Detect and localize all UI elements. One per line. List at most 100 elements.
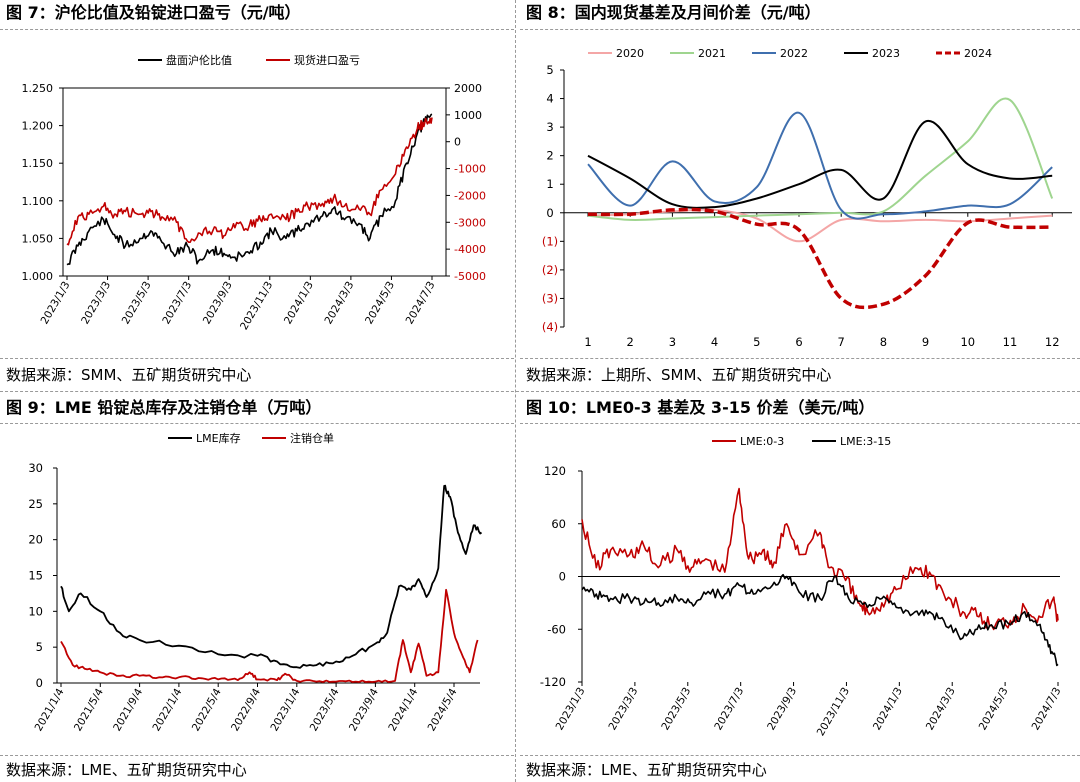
y-right-tick-label: -4000	[454, 243, 486, 256]
y-left-tick-label: 1.050	[22, 232, 54, 245]
x-tick-label: 2024/7/3	[404, 280, 438, 327]
legend-label: 2024	[964, 47, 992, 60]
x-tick-label: 2022/5/4	[190, 686, 224, 733]
y-tick-label: 2	[546, 149, 553, 163]
x-tick-label: 2023/11/3	[815, 686, 852, 739]
x-tick-label: 2024/1/3	[871, 686, 905, 733]
y-tick-label: 20	[28, 533, 43, 547]
y-tick-label: 60	[551, 517, 566, 531]
x-tick-label: 2023/1/3	[554, 686, 588, 733]
x-tick-label: 2021/9/4	[111, 686, 145, 733]
y-tick-label: 30	[28, 461, 43, 475]
panel-lme-stock: 图 9：LME 铅锭总库存及注销仓单（万吨） LME库存 注销仓单 30 25 20 15…	[0, 393, 514, 782]
x-tick-label: 2024/5/3	[363, 280, 397, 327]
y-tick-label: 1	[546, 177, 553, 191]
y-left-tick-label: 1.150	[22, 157, 54, 170]
series-line	[587, 207, 1053, 310]
y-right-tick-label: -2000	[454, 189, 486, 202]
y-left-tick-label: 1.250	[22, 82, 54, 95]
y-tick-label: -120	[540, 675, 566, 689]
series-line	[66, 113, 433, 266]
ratio-profit-chart: 盘面沪伦比值 现货进口盈亏 1.250 1.200 1.150 1.100 1.050 1.0…	[22, 53, 486, 333]
panel-lme-spread: 图 10：LME0-3 基差及 3-15 价差（美元/吨） LME:0-3 LME…	[520, 393, 1080, 782]
x-tick-label: 9	[922, 335, 929, 349]
y-tick-label: (4)	[542, 320, 558, 334]
plot-frame	[62, 87, 447, 277]
y-tick-label: 15	[28, 569, 43, 583]
chart-source: 数据来源：LME、五矿期货研究中心	[526, 761, 767, 779]
x-tick-label: 2023/7/3	[160, 280, 194, 327]
x-tick-label: 2024/3/3	[924, 686, 958, 733]
x-tick-label: 2024/5/4	[426, 686, 460, 733]
x-tick-label: 2023/7/3	[712, 686, 746, 733]
panel-title: 图 10：LME0-3 基差及 3-15 价差（美元/吨）	[526, 398, 875, 417]
series-line	[581, 487, 1059, 631]
legend-label: LME库存	[196, 431, 241, 445]
y-left-tick-label: 1.200	[22, 120, 54, 133]
y-tick-label: 10	[28, 604, 43, 618]
legend-label: 注销仓单	[290, 431, 334, 445]
y-tick-label: -60	[547, 622, 566, 636]
x-tick-label: 2023/1/3	[39, 280, 73, 327]
y-tick-label: 4	[546, 92, 553, 106]
title-divider	[0, 423, 514, 424]
legend-label: 现货进口盈亏	[294, 53, 360, 67]
panel-title: 图 8：国内现货基差及月间价差（元/吨）	[526, 3, 821, 22]
legend-label: 2022	[780, 47, 808, 60]
y-tick-label: 0	[546, 206, 553, 220]
x-tick-label: 2023/9/3	[201, 280, 235, 327]
series-line	[60, 484, 483, 669]
y-tick-label: 120	[544, 464, 566, 478]
chart-source: 数据来源：LME、五矿期货研究中心	[6, 761, 247, 779]
x-tick-label: 4	[711, 335, 718, 349]
y-tick-label: 0	[559, 570, 566, 584]
source-divider	[520, 755, 1080, 756]
legend-label: 2023	[872, 47, 900, 60]
y-tick-label: 5	[36, 640, 43, 654]
x-tick-label: 2023/11/3	[238, 280, 275, 333]
y-tick-label: 0	[36, 676, 43, 690]
x-tick-label: 10	[960, 335, 975, 349]
x-tick-label: 6	[795, 335, 802, 349]
x-tick-label: 2024/1/4	[386, 686, 420, 733]
x-tick-label: 2024/5/3	[977, 686, 1011, 733]
horizontal-divider	[0, 391, 1080, 392]
title-divider	[520, 29, 1080, 30]
x-tick-label: 2023/5/3	[659, 686, 693, 733]
x-tick-label: 2023/5/4	[308, 686, 342, 733]
x-tick-label: 2022/1/4	[151, 686, 185, 733]
x-tick-label: 7	[838, 335, 845, 349]
source-divider	[0, 358, 514, 359]
series-line	[587, 111, 1053, 220]
legend-label: 2020	[616, 47, 644, 60]
series-line	[587, 120, 1053, 209]
y-right-tick-label: 2000	[454, 82, 482, 95]
title-divider	[0, 29, 514, 30]
x-tick-label: 2023/9/3	[765, 686, 799, 733]
chart-source: 数据来源：SMM、五矿期货研究中心	[6, 366, 252, 384]
y-tick-label: 3	[546, 120, 553, 134]
panel-title: 图 9：LME 铅锭总库存及注销仓单（万吨）	[6, 398, 322, 417]
x-tick-label: 1	[584, 335, 591, 349]
source-divider	[0, 755, 514, 756]
source-divider	[520, 358, 1080, 359]
y-left-tick-label: 1.000	[22, 270, 54, 283]
x-tick-label: 3	[669, 335, 676, 349]
x-tick-label: 2021/5/4	[72, 686, 106, 733]
x-tick-label: 2022/9/4	[229, 686, 263, 733]
legend-label: LME:0-3	[740, 435, 784, 448]
x-tick-label: 2	[627, 335, 634, 349]
y-right-tick-label: 1000	[454, 109, 482, 122]
series-line	[587, 97, 1054, 222]
x-tick-label: 2023/1/4	[268, 686, 302, 733]
panel-import-ratio: 图 7：沪伦比值及铅锭进口盈亏（元/吨） 盘面沪伦比值 现货进口盈亏 1.250 1.…	[0, 0, 514, 391]
legend-label: 盘面沪伦比值	[166, 53, 232, 67]
series-line	[66, 117, 433, 246]
x-tick-label: 2023/3/3	[79, 280, 113, 327]
y-tick-label: (2)	[542, 263, 558, 277]
x-tick-label: 2023/3/3	[607, 686, 641, 733]
legend-label: 2021	[698, 47, 726, 60]
x-tick-label: 8	[880, 335, 887, 349]
y-right-tick-label: -5000	[454, 270, 486, 283]
